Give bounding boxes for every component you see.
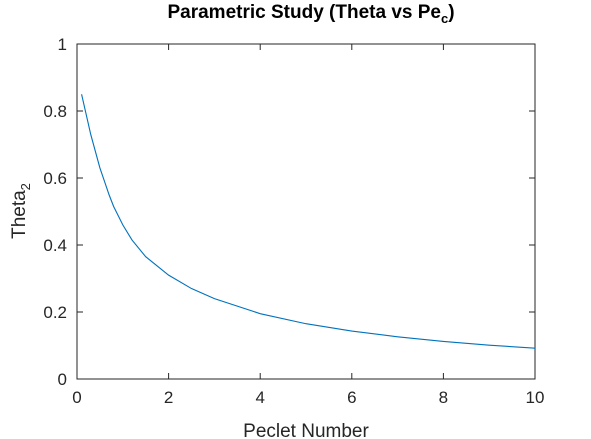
chart-title-end: ) — [448, 2, 454, 23]
x-axis-label: Peclet Number — [243, 421, 369, 439]
chart-title-main: Parametric Study (Theta vs Pe — [167, 2, 441, 23]
chart-title: Parametric Study (Theta vs Pec) — [167, 2, 454, 26]
y-axis-label-main: Theta — [9, 190, 30, 239]
y-tick-label: 0.6 — [43, 169, 67, 188]
y-tick-label: 1 — [58, 35, 67, 54]
y-tick-label: 0.2 — [43, 303, 67, 322]
x-tick-label: 4 — [255, 388, 264, 407]
axis-ticks — [76, 43, 536, 380]
y-tick-label: 0.8 — [43, 102, 67, 121]
plot-area — [76, 43, 536, 380]
theta-series-line — [81, 94, 536, 349]
x-tick-label: 2 — [164, 388, 173, 407]
chart-title-subscript: c — [441, 11, 448, 26]
y-axis-label: Theta2 — [9, 183, 33, 239]
y-tick-label: 0 — [58, 370, 67, 389]
x-tick-label: 0 — [72, 388, 81, 407]
y-tick-label: 0.4 — [43, 236, 67, 255]
y-axis-label-subscript: 2 — [18, 183, 33, 190]
x-tick-label: 6 — [347, 388, 356, 407]
x-tick-label: 8 — [439, 388, 448, 407]
axis-tick-labels: 0 2 4 6 8 10 0 0.2 0.4 0.6 0.8 1 — [43, 35, 544, 407]
x-tick-label: 10 — [526, 388, 545, 407]
